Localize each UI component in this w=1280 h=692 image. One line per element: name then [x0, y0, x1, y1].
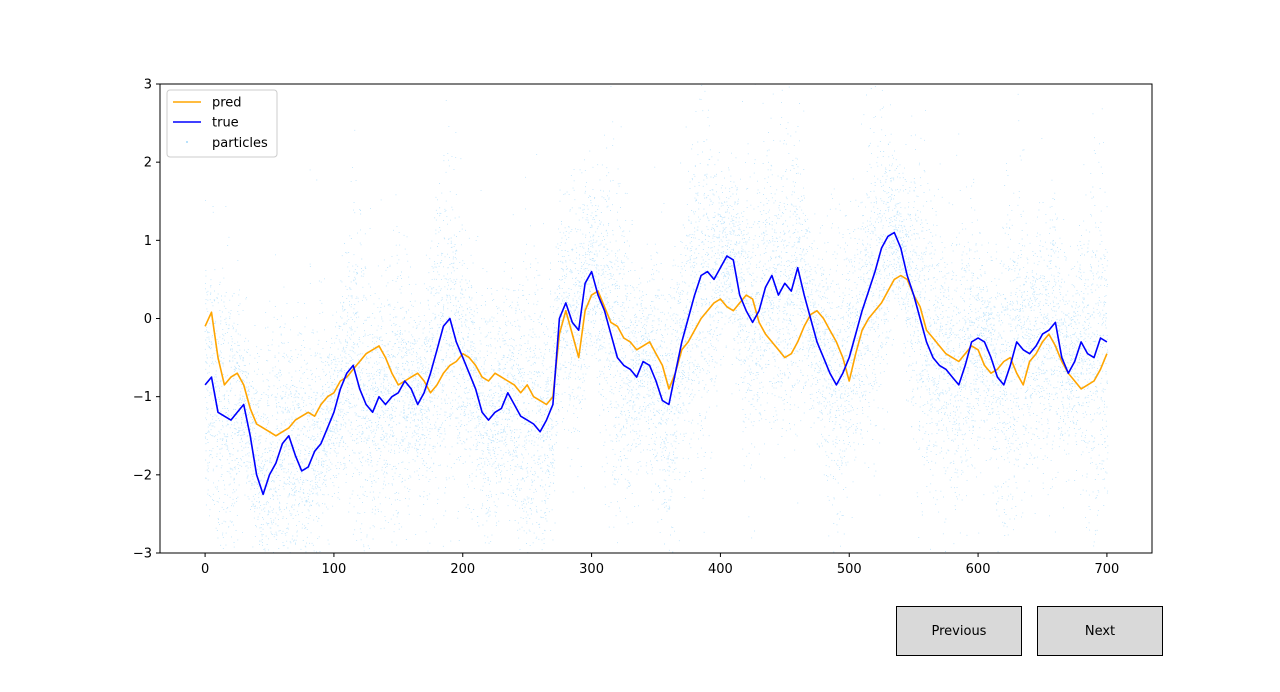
y-tick-label: 2	[144, 156, 152, 171]
particles-scatter	[204, 84, 1109, 553]
legend-box	[166, 89, 278, 158]
y-tick-label: −3	[133, 547, 152, 562]
previous-button[interactable]: Previous	[896, 606, 1022, 656]
legend-true-label: true	[212, 116, 239, 131]
legend: pred true particles	[166, 89, 278, 158]
x-tick-label: 100	[322, 562, 347, 577]
particles-points	[204, 84, 1109, 553]
plot-frame	[159, 83, 1153, 554]
next-button[interactable]: Next	[1037, 606, 1163, 656]
legend-particles-label: particles	[212, 136, 268, 151]
y-axis: −3 −2 −1 0 1 2 3	[133, 78, 160, 562]
y-tick-label: 3	[144, 78, 152, 93]
y-tick-label: 1	[144, 234, 152, 249]
y-tick-label: −1	[133, 390, 152, 405]
x-tick-label: 700	[1094, 562, 1119, 577]
x-tick-label: 400	[708, 562, 733, 577]
series-line-pred	[204, 274, 1108, 437]
series-lines	[204, 231, 1108, 496]
x-tick-label: 300	[579, 562, 604, 577]
y-tick-label: 0	[144, 312, 152, 327]
legend-particles-swatch	[186, 141, 188, 143]
x-tick-label: 200	[450, 562, 475, 577]
legend-pred-label: pred	[212, 96, 242, 111]
y-tick-label: −2	[133, 468, 152, 483]
x-tick-label: 0	[201, 562, 209, 577]
x-tick-label: 600	[966, 562, 991, 577]
x-tick-label: 500	[837, 562, 862, 577]
series-line-true	[204, 231, 1108, 496]
x-axis: 0 100 200 300 400 500 600 700	[201, 553, 1119, 577]
